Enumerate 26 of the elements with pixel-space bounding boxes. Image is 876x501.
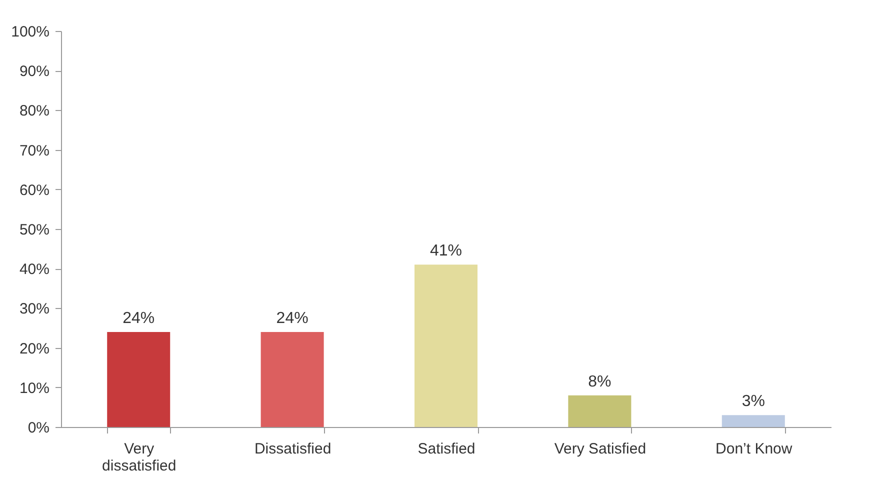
y-tick-label: 60% [19, 182, 50, 199]
x-tick-label: Satisfied [418, 440, 476, 458]
x-tick-label: Dissatisfied [254, 440, 332, 458]
y-tick-label: 10% [19, 380, 50, 397]
data-label: 3% [742, 393, 765, 410]
y-tick-label: 100% [11, 24, 50, 40]
data-label: 24% [122, 310, 155, 327]
y-tick-label: 90% [19, 63, 50, 80]
y-tick-label: 0% [28, 420, 50, 436]
x-tick-label: Don’t Know [716, 440, 792, 458]
y-tick-label: 80% [19, 102, 50, 120]
data-label: 41% [430, 242, 462, 260]
x-tick-label: Very Satisfied [554, 440, 646, 458]
bar [260, 332, 324, 427]
bar [568, 395, 632, 427]
bar [107, 332, 170, 427]
y-tick-label: 30% [19, 300, 50, 318]
data-label: 24% [276, 310, 308, 327]
bar [414, 264, 478, 427]
y-tick-label: 40% [19, 261, 50, 278]
y-tick-label: 20% [19, 340, 50, 358]
x-tick-label: Very dissatisfied [102, 440, 176, 474]
y-tick-label: 70% [19, 142, 50, 160]
y-tick-label: 50% [19, 222, 50, 238]
data-label: 8% [588, 373, 612, 390]
bar [722, 415, 785, 427]
